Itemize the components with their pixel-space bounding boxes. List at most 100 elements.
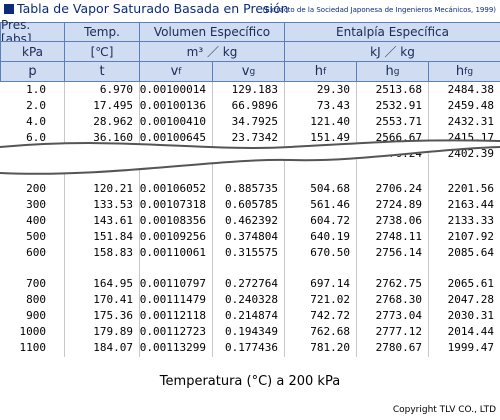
- symbol: t: [99, 64, 105, 79]
- table-cell: 2014.44: [447, 324, 494, 338]
- table-cell: 0.240328: [225, 292, 278, 306]
- table-cell: 2459.48: [447, 98, 494, 112]
- table-cell: 600: [26, 245, 46, 259]
- symbol-subscript: f: [323, 66, 327, 77]
- table-cell: 179.89: [93, 324, 133, 338]
- table-cell: 2201.56: [447, 182, 494, 195]
- column-rule: [139, 81, 140, 357]
- table-cell: 0.214874: [225, 308, 278, 322]
- table-cell: 36.160: [93, 130, 133, 144]
- symbol-subscript: f: [178, 66, 182, 77]
- table-cell: 2777.12: [375, 324, 422, 338]
- table-cell: 300: [26, 197, 46, 211]
- table-cell: 2724.89: [375, 197, 422, 211]
- caption: Temperatura (°C) a 200 kPa: [159, 374, 341, 389]
- symbol: h: [314, 64, 324, 79]
- table-cell: 0.00113299: [139, 340, 206, 354]
- table-cell: 184.07: [93, 340, 133, 354]
- table-cell: 2065.61: [447, 277, 494, 290]
- table-cell: 900: [26, 308, 46, 322]
- column-rule: [428, 81, 429, 357]
- symbol-header: h fg: [428, 61, 500, 82]
- table-cell: 0.00100014: [139, 83, 206, 96]
- table-cell: 151.84: [93, 229, 133, 243]
- table-cell: 120.21: [93, 182, 133, 195]
- symbol-subscript: g: [249, 66, 256, 77]
- table-cell: 175.36: [93, 308, 133, 322]
- table-cell: 0.00110797: [139, 277, 206, 290]
- column-rule: [212, 81, 213, 357]
- table-cell: 6.970: [99, 83, 133, 96]
- table-cell: 73.43: [316, 98, 350, 112]
- table-cell: 2706.24: [375, 182, 422, 195]
- table-cell: 640.19: [310, 229, 350, 243]
- table-cell: 0.00111479: [139, 292, 206, 306]
- table-cell: 0.00109256: [139, 229, 206, 243]
- table-cell: 0.00100136: [139, 98, 206, 112]
- symbol: v: [241, 64, 250, 79]
- table-cell: 1100: [19, 340, 47, 354]
- table-cell: 200: [26, 182, 46, 195]
- table-cell: 0.374804: [225, 229, 278, 243]
- table-cell: 2768.30: [375, 292, 422, 306]
- symbol: h: [385, 64, 394, 79]
- table-cell: 604.72: [310, 213, 350, 227]
- table-cell: 800: [26, 292, 46, 306]
- table-cell: 0.177436: [225, 340, 278, 354]
- symbol: h: [455, 64, 465, 79]
- table-cell: 2738.06: [375, 213, 422, 227]
- table-cell: 2748.11: [375, 229, 422, 243]
- table-cell: 2085.64: [447, 245, 494, 259]
- table-cell: 2773.04: [375, 308, 422, 322]
- table-cell: 0.00112118: [139, 308, 206, 322]
- group-header: Entalpía Específica: [284, 22, 500, 42]
- table-cell: 700: [26, 277, 46, 290]
- table-cell: 0.00108356: [139, 213, 206, 227]
- table-cell: 0.605785: [225, 197, 278, 211]
- table-cell: 0.272764: [225, 277, 278, 290]
- table-cell: 0.00106052: [139, 182, 206, 195]
- table-cell: 23.7342: [231, 130, 278, 144]
- table-cell: 2756.14: [375, 245, 422, 259]
- table-cell: 2513.68: [375, 83, 422, 96]
- table-cell: 1999.47: [447, 340, 494, 354]
- table-cell: 2762.75: [375, 277, 422, 290]
- table-cell: 0.00100645: [139, 130, 206, 144]
- unit-header: [℃]: [64, 41, 140, 62]
- table-cell: 129.183: [231, 83, 278, 96]
- table-cell: 504.68: [310, 182, 350, 195]
- table-cell: 0.00112723: [139, 324, 206, 338]
- table-cell: 561.46: [310, 197, 350, 211]
- table-cell: 2553.71: [375, 114, 422, 128]
- table-cell: 2532.91: [375, 98, 422, 112]
- table-cell: 6.0: [26, 130, 46, 144]
- symbol-subscript: fg: [464, 66, 474, 77]
- table-cell: 158.83: [93, 245, 133, 259]
- table-cell: 2047.28: [447, 292, 494, 306]
- table-cell: 2163.44: [447, 197, 494, 211]
- source: (Extracto de la Sociedad Japonesa de Ing…: [262, 6, 496, 14]
- column-rule: [64, 81, 65, 357]
- table-cell: 762.68: [310, 324, 350, 338]
- table-cell: 2107.92: [447, 229, 494, 243]
- table-cell: 151.49: [310, 130, 350, 144]
- table-cell: 0.00107318: [139, 197, 206, 211]
- column-rule: [356, 81, 357, 357]
- unit-header: m³ ／ kg: [139, 41, 285, 62]
- table-cell: 2432.31: [447, 114, 494, 128]
- table-cell: 143.61: [93, 213, 133, 227]
- table-cell: 1.0: [26, 83, 46, 96]
- table-cell: 29.30: [316, 83, 350, 96]
- title: Tabla de Vapor Saturado Basada en Presió…: [17, 1, 289, 16]
- table-cell: 0.194349: [225, 324, 278, 338]
- table-cell: 133.53: [93, 197, 133, 211]
- table-cell: 121.40: [310, 114, 350, 128]
- table-cell: 0.00100410: [139, 114, 206, 128]
- table-cell: 0.462392: [225, 213, 278, 227]
- title-icon: [4, 4, 14, 14]
- table-cell: 400: [26, 213, 46, 227]
- table-cell: 2.0: [26, 98, 46, 112]
- table-cell: 4.0: [26, 114, 46, 128]
